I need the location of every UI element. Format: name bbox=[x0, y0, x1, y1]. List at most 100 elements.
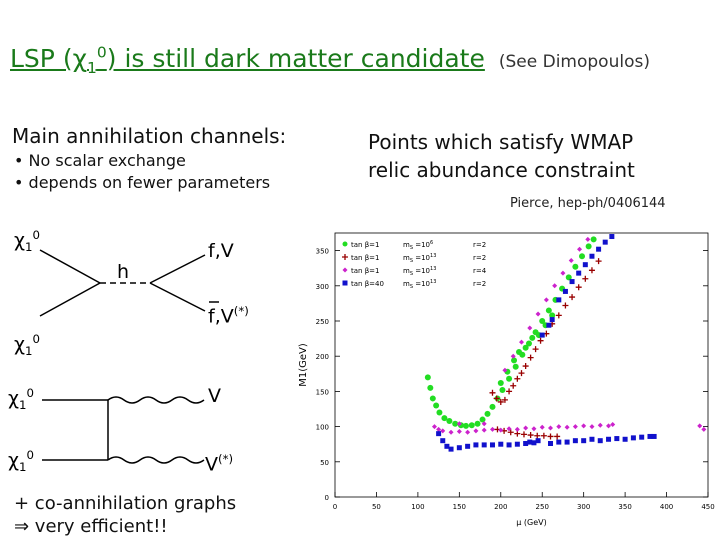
data-point bbox=[527, 325, 533, 331]
x-tick-label: 100 bbox=[411, 503, 424, 511]
data-point bbox=[444, 443, 450, 449]
data-point bbox=[497, 398, 504, 405]
citation: Pierce, hep-ph/0406144 bbox=[510, 196, 666, 211]
incoming-line-top bbox=[39, 249, 101, 284]
data-point bbox=[564, 439, 570, 445]
data-point bbox=[630, 435, 636, 441]
data-point bbox=[535, 311, 541, 317]
data-point bbox=[433, 402, 440, 409]
data-point bbox=[527, 354, 534, 361]
data-point bbox=[502, 367, 508, 373]
data-point bbox=[535, 438, 541, 444]
data-point bbox=[481, 421, 487, 427]
data-point bbox=[606, 423, 612, 429]
x-tick-label: 400 bbox=[660, 503, 673, 511]
data-point bbox=[446, 417, 453, 424]
bullet-item: • depends on fewer parameters bbox=[14, 173, 271, 192]
coannihilation-note: + co-annihilation graphs ⇒ very efficien… bbox=[14, 492, 236, 538]
data-point bbox=[506, 375, 513, 382]
coannihilation-line: + co-annihilation graphs bbox=[14, 493, 237, 514]
data-point bbox=[585, 243, 592, 250]
efficiency-line: ⇒ very efficient!! bbox=[14, 516, 168, 537]
data-point bbox=[552, 283, 558, 289]
data-point bbox=[514, 441, 520, 447]
x-tick-label: 350 bbox=[618, 503, 631, 511]
final-state-bottom: V(*) bbox=[205, 452, 234, 476]
data-point bbox=[493, 395, 500, 402]
data-point bbox=[465, 429, 471, 435]
slide-title: LSP (χ10) is still dark matter candidate… bbox=[10, 44, 650, 78]
data-point bbox=[548, 425, 554, 431]
legend-tanbeta: tan β=1 bbox=[351, 241, 379, 249]
y-tick-label: 200 bbox=[316, 353, 329, 361]
data-point bbox=[527, 432, 534, 439]
x-tick-label: 150 bbox=[453, 503, 466, 511]
data-point bbox=[697, 423, 703, 429]
data-point bbox=[582, 262, 588, 268]
data-point bbox=[436, 409, 443, 416]
data-point bbox=[547, 433, 554, 440]
data-point bbox=[522, 344, 529, 351]
legend-r: r=4 bbox=[473, 267, 487, 275]
x-tick-label: 200 bbox=[494, 503, 507, 511]
legend-ms: mS =1013 bbox=[403, 266, 436, 277]
data-point bbox=[506, 426, 512, 432]
data-point bbox=[596, 246, 602, 252]
data-point bbox=[622, 436, 628, 442]
wmap-caption: Points which satisfy WMAP relic abundanc… bbox=[368, 130, 635, 182]
data-point bbox=[452, 420, 459, 427]
data-point bbox=[588, 267, 595, 274]
data-point bbox=[701, 426, 707, 432]
data-point bbox=[479, 416, 486, 423]
data-point bbox=[499, 386, 506, 393]
data-point bbox=[512, 363, 519, 370]
data-point bbox=[539, 332, 545, 338]
higgs-label: h bbox=[117, 261, 130, 283]
y-tick-label: 250 bbox=[316, 318, 329, 326]
data-point bbox=[577, 246, 583, 252]
legend-r: r=2 bbox=[473, 280, 486, 288]
data-point bbox=[531, 426, 537, 432]
data-point bbox=[525, 340, 532, 347]
data-point bbox=[595, 258, 602, 265]
data-point bbox=[539, 424, 545, 430]
channels-heading: Main annihilation channels: bbox=[12, 124, 287, 148]
legend-ms: mS =1013 bbox=[403, 279, 436, 290]
data-point bbox=[498, 441, 504, 447]
data-point bbox=[614, 436, 620, 442]
data-point bbox=[549, 317, 555, 323]
data-point bbox=[514, 375, 521, 382]
x-axis-label: μ (GeV) bbox=[516, 518, 546, 527]
data-point bbox=[549, 312, 556, 319]
data-point bbox=[555, 312, 562, 319]
data-point bbox=[539, 318, 546, 324]
final-state-top: f,V bbox=[208, 240, 234, 262]
data-point bbox=[606, 436, 612, 442]
data-point bbox=[516, 348, 523, 355]
data-point bbox=[545, 307, 552, 314]
data-point bbox=[440, 438, 446, 444]
data-point bbox=[548, 440, 554, 446]
data-point bbox=[581, 438, 587, 444]
data-point bbox=[651, 433, 657, 439]
data-point bbox=[589, 424, 595, 430]
chi-label-top: χ10 bbox=[8, 386, 34, 413]
legend-marker bbox=[342, 254, 348, 260]
data-point bbox=[465, 443, 471, 449]
data-point bbox=[473, 442, 479, 448]
legend-ms: mS =106 bbox=[403, 240, 433, 251]
data-point bbox=[456, 429, 462, 435]
data-point bbox=[556, 297, 562, 303]
data-point bbox=[565, 274, 572, 281]
chi-label-top: χ10 bbox=[14, 228, 40, 255]
data-point bbox=[579, 253, 586, 260]
y-tick-label: 100 bbox=[316, 424, 329, 432]
y-tick-label: 300 bbox=[316, 283, 329, 291]
data-point bbox=[572, 424, 578, 430]
y-tick-label: 50 bbox=[320, 459, 329, 467]
data-point bbox=[474, 420, 481, 427]
data-point bbox=[647, 433, 653, 439]
data-point bbox=[441, 415, 448, 422]
legend-tanbeta: tan β=1 bbox=[351, 267, 379, 275]
data-point bbox=[531, 440, 537, 446]
